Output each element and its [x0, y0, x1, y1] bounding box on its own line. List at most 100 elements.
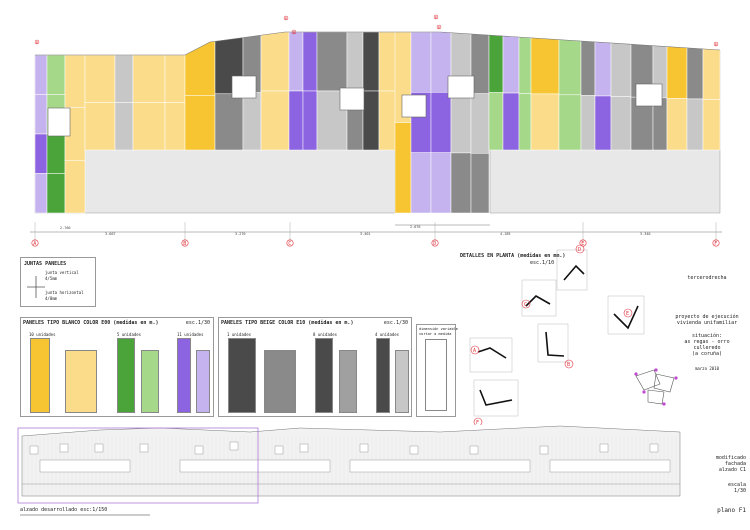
- joint-vertical-label: junta vertical 4/5mm: [45, 270, 79, 281]
- facade-panel: [410, 152, 432, 214]
- facade-panel: [164, 54, 186, 103]
- level-mark: 0: [285, 17, 287, 21]
- facade-panel: [34, 133, 48, 174]
- window-opening: [47, 107, 71, 137]
- dimension-label: 4.185: [500, 232, 511, 236]
- facade-panel: [610, 42, 632, 97]
- facade-panel: [488, 34, 504, 93]
- facade-panel: [558, 94, 582, 151]
- detail-marker: F: [476, 420, 479, 425]
- main-elevation: 2.760 3.607 3.270 3.401 2.676 4.185 3.34…: [30, 0, 725, 247]
- axis-label: B: [183, 241, 186, 247]
- facade-panel: [702, 48, 721, 100]
- panel-count: 8 unidades: [313, 332, 338, 337]
- window-opening: [231, 75, 257, 99]
- facade-panel: [132, 54, 166, 103]
- panels-beige-box: PANELES TIPO BEIGE COLOR E10 (medidas en…: [218, 317, 412, 417]
- panel-swatch-light-yellow: [65, 350, 97, 413]
- developed-caption: alzado desarrollado esc:1/150: [20, 507, 107, 513]
- roof-line: [35, 31, 721, 56]
- developed-window: [94, 443, 104, 453]
- panel-swatch-dark-gray: [315, 338, 333, 413]
- facade-panel: [34, 54, 48, 95]
- panel-swatch-light-purple: [196, 350, 210, 413]
- panel-swatch-mid-gray: [339, 350, 357, 413]
- axis-label: D: [433, 241, 436, 247]
- detail-marker: B: [567, 362, 570, 368]
- facade-panel: [114, 102, 134, 151]
- facade-panel: [502, 92, 520, 151]
- facade-panel: [34, 173, 48, 214]
- axis-label: A: [33, 241, 36, 247]
- panel-count: 10 unidades: [29, 332, 56, 337]
- level-markers: 0 0 0 0 0 0: [34, 14, 719, 47]
- facade-panel: [346, 31, 364, 92]
- level-mark: 0: [435, 16, 437, 20]
- facade-panel: [488, 92, 504, 151]
- dimension-label: 3.270: [235, 232, 246, 236]
- developed-opening: [39, 459, 131, 473]
- developed-window: [59, 443, 69, 453]
- window-opening: [635, 83, 663, 107]
- plan-details-scale: esc.1/10: [530, 260, 555, 266]
- developed-opening: [549, 459, 671, 473]
- facade-panel: [214, 93, 244, 151]
- facade-panel: [450, 92, 472, 154]
- facade-panel: [394, 122, 412, 214]
- project-location: situación: as regas - orro culleredo (a …: [684, 333, 730, 357]
- level-mark: 0: [438, 26, 440, 30]
- joints-legend: JUNTAS PANELES junta vertical 4/5mm junt…: [20, 257, 96, 307]
- panel-count: 4 unidades: [375, 332, 400, 337]
- facade-panel: [450, 152, 472, 214]
- facade-panel: [666, 46, 688, 99]
- panels-white-scale: esc.1/30: [185, 320, 210, 326]
- joint-horizontal-label: junta horizontal 4/8mm: [45, 290, 84, 301]
- facade-panel: [316, 31, 348, 92]
- dimension-label: 3.607: [105, 232, 116, 236]
- developed-window: [409, 445, 419, 455]
- panels-white-box: PANELES TIPO BLANCO COLOR E00 (medidas e…: [20, 317, 214, 417]
- facade-panel: [594, 41, 612, 97]
- axis-label: C: [288, 241, 291, 247]
- developed-window: [359, 443, 369, 453]
- facade-panel: [518, 36, 532, 94]
- developed-opening: [179, 459, 331, 473]
- panel-swatch-gray: [264, 350, 296, 413]
- panel-count: 1 unidades: [227, 332, 252, 337]
- developed-elevation: alzado desarrollado esc:1/150: [17, 425, 681, 516]
- detail-marker: C: [524, 302, 527, 308]
- facade-panel: [362, 90, 380, 151]
- facade-panel: [502, 35, 520, 94]
- dimension-label: 3.340: [640, 232, 651, 236]
- key-plan-icon: [634, 368, 678, 406]
- developed-window: [139, 443, 149, 453]
- panel-swatch-dark-gray: [376, 338, 390, 413]
- facade-panel: [430, 152, 452, 214]
- panel-count: 5 unidades: [117, 332, 142, 337]
- facade-panel: [64, 160, 86, 214]
- facade-panel: [470, 153, 490, 214]
- facade-panel: [362, 31, 380, 92]
- facade-panel: [686, 98, 704, 151]
- facade-panel: [260, 90, 290, 151]
- variable-panel-note: dimensión variable cortar a medida: [419, 327, 458, 336]
- developed-window: [274, 445, 284, 455]
- roof-mask: [30, 0, 725, 55]
- facade-panel: [302, 31, 318, 92]
- panel-swatch-light-gray: [395, 350, 409, 413]
- developed-window: [599, 443, 609, 453]
- facade-panel: [260, 31, 290, 92]
- panel-swatch-purple: [177, 338, 191, 413]
- joints-legend-title: JUNTAS PANELES: [24, 261, 67, 267]
- sheet-description: modificado fachada alzado C1: [715, 455, 746, 473]
- facade-panel: [470, 93, 490, 154]
- facade-panel: [686, 47, 704, 100]
- facade-panel: [64, 54, 86, 108]
- facade-panel: [518, 93, 532, 151]
- project-name: proyecto de ejecución vivienda unifamili…: [675, 314, 739, 326]
- facade-panel: [430, 92, 452, 153]
- developed-window: [649, 443, 659, 453]
- facade-panel: [580, 40, 596, 96]
- facade-panel: [410, 31, 432, 93]
- facade-panel: [702, 99, 721, 151]
